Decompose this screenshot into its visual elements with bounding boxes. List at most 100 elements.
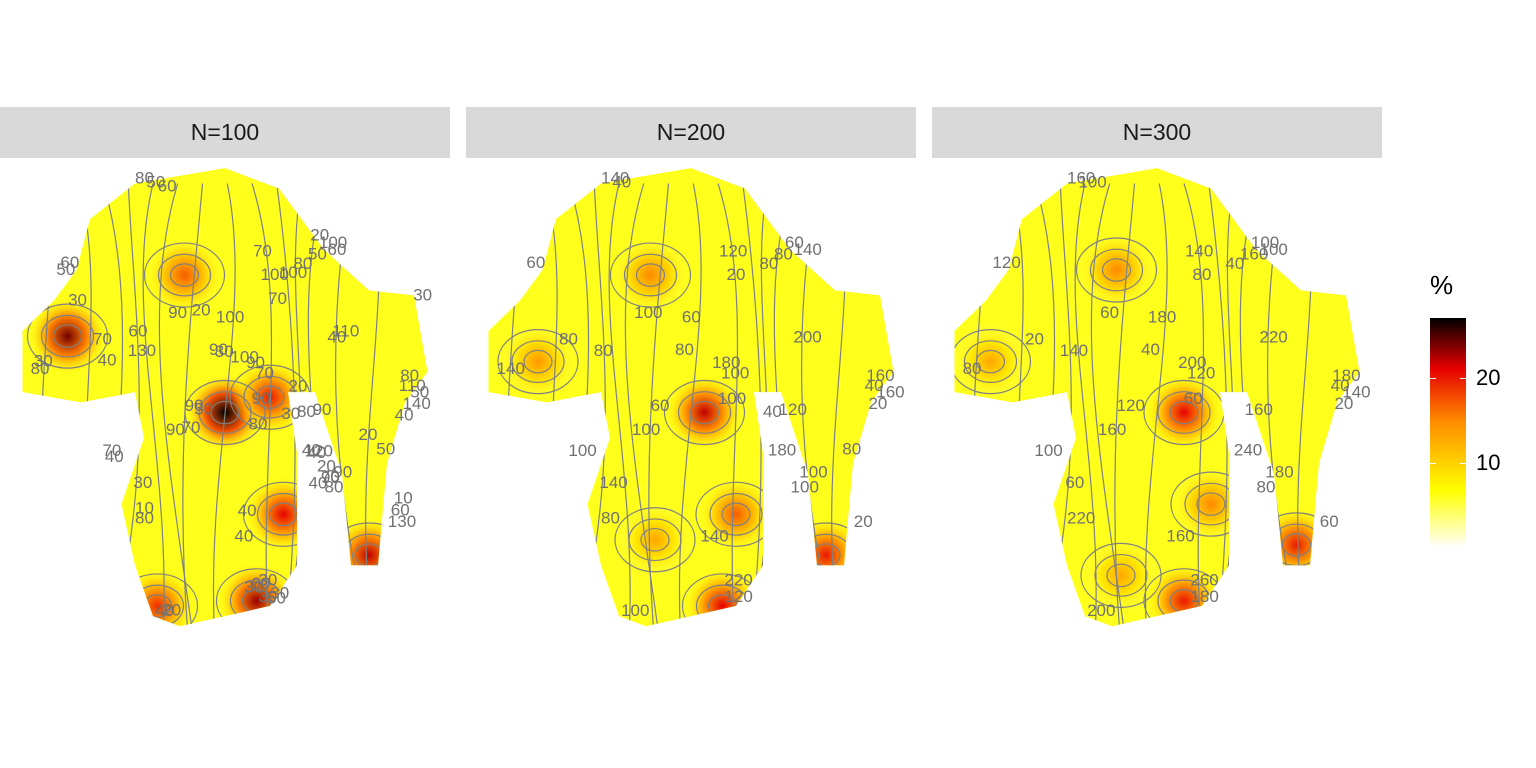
contour-line: [608, 183, 631, 627]
contour-label: 40: [327, 328, 346, 347]
contour-label: 30: [258, 587, 277, 606]
contour-line: [210, 400, 240, 425]
contour-label: 40: [238, 501, 257, 520]
heatmap-hotspot: [617, 501, 693, 578]
legend-tick-mark: [1430, 462, 1436, 464]
contour-label: 160: [1067, 168, 1095, 187]
contour-label: 70: [321, 467, 340, 486]
contour-line: [169, 263, 200, 287]
contour-label: 20: [288, 377, 307, 396]
contour-label: 60: [60, 253, 79, 272]
contour-line: [184, 379, 266, 446]
contour-label: 80: [249, 415, 268, 434]
contour-label: 140: [601, 168, 629, 187]
contour-label: 90: [333, 462, 352, 481]
facet-strip-label: N=200: [466, 107, 916, 158]
contour-label: 40: [308, 473, 327, 492]
contour-label: 140: [497, 359, 525, 378]
contour-label: 200: [793, 328, 821, 347]
contour-label: 160: [1098, 420, 1126, 439]
contour-label: 90: [168, 303, 187, 322]
contour-label: 20: [358, 425, 377, 444]
contour-label: 140: [402, 394, 430, 413]
contour-label: 80: [135, 168, 154, 187]
contour-label: 100: [791, 478, 819, 497]
contour-label: 60: [158, 176, 177, 195]
contour-line: [972, 183, 987, 627]
contour-label: 50: [146, 172, 165, 191]
contour-label: 30: [281, 404, 300, 423]
contour-label: 80: [594, 341, 613, 360]
contour-label: 50: [376, 440, 395, 459]
contour-label: 160: [1245, 400, 1273, 419]
contour-line: [142, 183, 165, 627]
contour-label: 80: [759, 254, 778, 273]
contour-label: 60: [391, 500, 410, 519]
heatmap-hotspot: [500, 323, 576, 400]
contour-label: 120: [719, 241, 747, 260]
contour-label: 120: [724, 587, 752, 606]
contour-label: 240: [1234, 440, 1262, 459]
contour-label: 180: [712, 353, 740, 372]
legend-tick-mark: [1460, 377, 1466, 379]
heatmap-plot: 1601401201601001801401601806080180200220…: [954, 168, 1371, 627]
contour-label: 90: [246, 353, 265, 372]
contour-label: 180: [1265, 462, 1293, 481]
contour-line: [721, 502, 751, 527]
contour-label: 70: [268, 289, 287, 308]
contour-line: [212, 183, 236, 627]
contour-label: 180: [768, 440, 796, 459]
contour-label: 70: [255, 363, 274, 382]
legend-colorbar: [1430, 318, 1466, 548]
contour-label: 60: [328, 240, 347, 259]
legend-tick-label: 10: [1476, 449, 1501, 475]
contour-line: [1101, 258, 1132, 282]
contour-line: [143, 242, 226, 308]
contour-label: 140: [794, 240, 822, 259]
contour-label: 160: [876, 382, 904, 401]
contour-line: [1183, 183, 1205, 627]
contour-label: 100: [621, 601, 649, 620]
contour-label: 60: [1184, 389, 1203, 408]
contour-label: 40: [763, 402, 782, 421]
contour-line: [1157, 391, 1211, 434]
contour-label: 30: [244, 578, 263, 597]
contour-label: 180: [1332, 366, 1360, 385]
contour-line: [614, 507, 696, 573]
contour-label: 30: [270, 583, 289, 602]
facet-panel: N=300 160 140 120 160 100 180 140 160 180 60 80 180 2…: [932, 107, 1382, 667]
contour-line: [157, 253, 212, 297]
contour-label: 70: [253, 241, 272, 260]
contour-line: [52, 324, 83, 348]
contour-label: 130: [128, 341, 156, 360]
contour-label: 40: [1225, 254, 1244, 273]
contour-line: [1094, 553, 1148, 597]
contour-label: 20: [317, 457, 336, 476]
contour-label: 80: [842, 440, 861, 459]
contour-label: 80: [1193, 265, 1212, 284]
contour-label: 100: [632, 420, 660, 439]
heatmap-hotspot: [666, 374, 743, 451]
contour-label: 40: [307, 443, 326, 462]
contour-line: [954, 329, 1032, 395]
contour-label: 180: [1190, 587, 1218, 606]
contour-label: 50: [56, 260, 75, 279]
contour-label: 100: [216, 308, 244, 327]
contour-label: 80: [559, 330, 578, 349]
facet-strip-label: N=300: [932, 107, 1382, 158]
contour-label: 70: [182, 418, 201, 437]
contour-line: [1196, 492, 1226, 516]
contour-label: 200: [1178, 353, 1206, 372]
contour-label: 160: [1240, 245, 1268, 264]
heatmap-hotspot: [698, 476, 774, 553]
contour-label: 220: [1067, 509, 1095, 528]
contour-label: 70: [102, 441, 121, 460]
contour-label: 100: [279, 263, 307, 282]
contour-label: 100: [721, 363, 749, 382]
contour-label: 140: [1185, 241, 1213, 260]
contour-label: 90: [321, 468, 340, 487]
contour-line: [1281, 533, 1312, 557]
contour-line: [511, 340, 565, 384]
contour-label: 50: [194, 399, 213, 418]
contour-label: 90: [166, 420, 185, 439]
